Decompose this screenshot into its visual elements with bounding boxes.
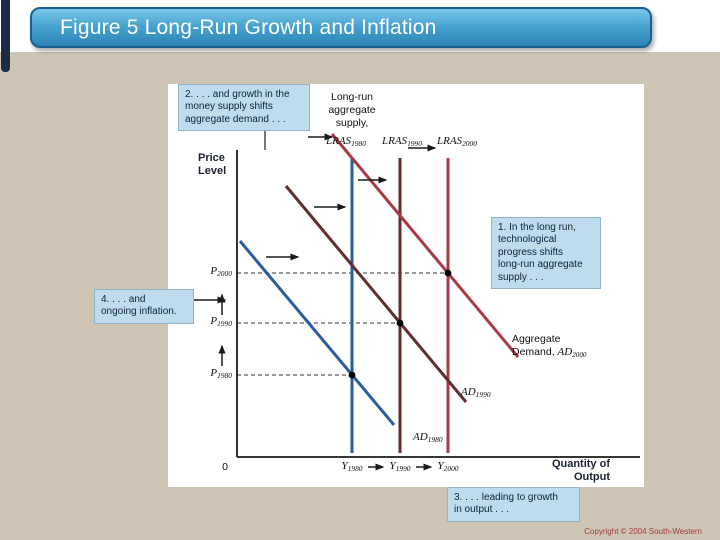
title-bar: Figure 5 Long-Run Growth and Inflation	[30, 7, 652, 48]
ad-heading-demand-text: Demand,	[512, 345, 558, 358]
ad2000-symbol: AD	[557, 345, 573, 358]
price-axis-label-line1: Price	[198, 152, 225, 164]
ad-1990-label: AD1990	[461, 386, 491, 399]
p1990-symbol: P	[210, 315, 218, 327]
callout3-line2: in output . . .	[454, 504, 510, 516]
quantity-tick-2000: Y2000	[422, 460, 474, 473]
ad-1980-label: AD1980	[413, 431, 443, 444]
equilibrium-1980-dot	[348, 371, 356, 379]
equilibrium-1990-dot	[396, 319, 404, 327]
callout4-line2: ongoing inflation.	[101, 306, 177, 318]
callout2-line2: money supply shifts	[185, 101, 273, 113]
callout-ongoing-inflation: 4. . . . and ongoing inflation.	[94, 289, 194, 324]
y1980-subscript: 1980	[347, 464, 363, 473]
callout-output-growth: 3. . . . leading to growth in output . .…	[447, 487, 580, 522]
y2000-subscript: 2000	[443, 464, 459, 473]
ad2000-subscript: 2000	[572, 350, 587, 359]
ad-1990-curve	[284, 185, 468, 403]
lras-1990-label: LRAS1990	[376, 135, 428, 148]
callout-technological-progress: 1. In the long run, technological progre…	[491, 217, 601, 289]
price-tick-2000: P2000	[192, 265, 232, 278]
slide-title: Figure 5 Long-Run Growth and Inflation	[60, 15, 437, 39]
equilibrium-2000-dot	[444, 269, 452, 277]
callout1-line5: supply . . .	[498, 271, 544, 283]
callout-money-supply-growth: 2. . . . and growth in the money supply …	[178, 84, 310, 132]
copyright-notice: Copyright © 2004 South-Western	[584, 527, 702, 536]
y1990-subscript: 1990	[395, 464, 411, 473]
lras-1980-label: LRAS1980	[320, 135, 372, 148]
p2000-subscript: 2000	[217, 269, 232, 278]
lras-heading: Long-run aggregate supply,	[305, 91, 399, 129]
lras-1980-symbol: LRAS	[326, 135, 352, 147]
ad-2000-label: Aggregate Demand, AD2000	[512, 333, 586, 359]
price-tick-1980: P1980	[192, 367, 232, 380]
quantity-tick-1990: Y1990	[374, 460, 426, 473]
lras-heading-line3: supply,	[335, 116, 369, 129]
p1980-subscript: 1980	[217, 371, 232, 380]
callout3-line1: 3. . . . leading to growth	[454, 492, 558, 503]
lras-heading-line1: Long-run	[330, 91, 374, 103]
lras-2000-subscript: 2000	[462, 139, 477, 148]
callout1-line4: long-run aggregate	[498, 259, 583, 271]
quantity-axis-label-line1: Quantity of	[551, 458, 610, 470]
ad-heading-line1: Aggregate	[512, 333, 561, 345]
ad-2000-curve	[330, 133, 520, 358]
callout1-line2: technological	[498, 234, 557, 246]
y1980-symbol: Y	[341, 460, 348, 472]
y2000-symbol: Y	[437, 460, 444, 472]
p1980-symbol: P	[210, 367, 218, 379]
quantity-tick-1980: Y1980	[326, 460, 378, 473]
lras-2000-label: LRAS2000	[431, 135, 483, 148]
quantity-axis-label-line2: Output	[573, 470, 610, 483]
p1990-subscript: 1990	[217, 319, 232, 328]
callout2-line1: 2. . . . and growth in the	[185, 89, 290, 100]
lras-1990-subscript: 1990	[407, 139, 422, 148]
ad1990-subscript: 1990	[475, 390, 491, 399]
callout1-line3: progress shifts	[498, 246, 564, 258]
ad1980-subscript: 1980	[427, 435, 443, 444]
left-accent-bar	[1, 0, 10, 72]
ad-1980-curve	[238, 240, 396, 426]
ad1980-symbol: AD	[413, 431, 428, 443]
ad1990-symbol: AD	[461, 386, 476, 398]
lras-1980-subscript: 1980	[351, 139, 366, 148]
origin-label: 0	[222, 461, 228, 473]
lras-1990-symbol: LRAS	[382, 135, 408, 147]
price-axis-label: Price Level	[198, 152, 226, 177]
quantity-axis-label: Quantity of Output	[530, 458, 610, 483]
lras-heading-line2: aggregate	[328, 103, 376, 116]
callout1-line1: 1. In the long run,	[498, 222, 576, 233]
ad-heading-line2: Demand, AD2000	[512, 346, 586, 359]
p2000-symbol: P	[210, 265, 218, 277]
price-axis-label-line2: Level	[198, 164, 227, 177]
callout4-line1: 4. . . . and	[101, 294, 146, 305]
price-tick-1990: P1990	[192, 315, 232, 328]
y1990-symbol: Y	[389, 460, 396, 472]
callout2-line3: aggregate demand . . .	[185, 113, 286, 125]
lras-2000-symbol: LRAS	[437, 135, 463, 147]
